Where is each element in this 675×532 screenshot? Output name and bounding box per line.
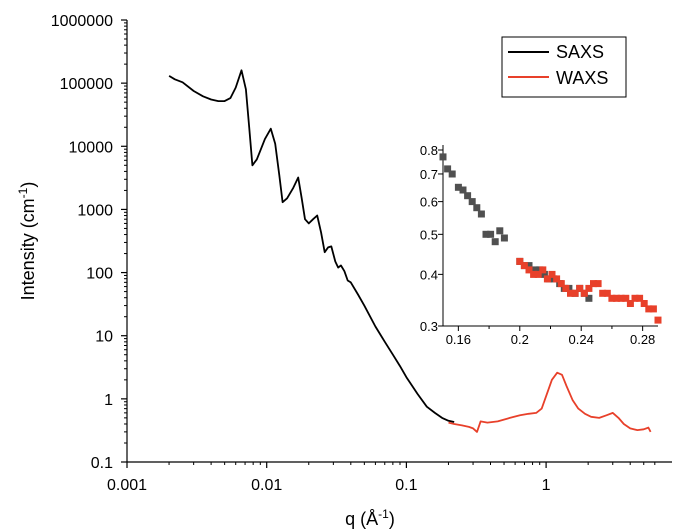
main-y-tick-label: 100 xyxy=(86,266,113,283)
main-y-tick-label: 0.1 xyxy=(91,455,113,472)
inset-marker-red xyxy=(649,305,657,313)
inset-marker-red xyxy=(603,289,611,297)
main-x-tick-label: 0.01 xyxy=(251,477,282,494)
inset-x-ticks: 0.16 0.2 0.24 0.28 xyxy=(446,326,655,347)
main-x-ticks: 0.001 0.01 0.1 1 xyxy=(107,462,656,494)
inset-marker-red xyxy=(576,284,584,292)
series-line-waxs xyxy=(448,371,652,433)
inset-marker-gray xyxy=(444,165,452,173)
inset-marker-gray xyxy=(482,230,490,238)
inset-marker-red xyxy=(580,289,588,297)
inset-marker-red xyxy=(562,284,570,292)
inset-y-tick-label: 0.6 xyxy=(420,195,438,210)
inset-marker-gray xyxy=(464,192,472,200)
inset-marker-red xyxy=(594,280,602,288)
inset-marker-red xyxy=(525,266,533,274)
inset-marker-red xyxy=(626,300,634,307)
inset-marker-gray xyxy=(454,183,462,191)
inset-marker-red xyxy=(613,294,620,302)
inset-marker-red xyxy=(645,305,653,313)
legend-label-saxs: SAXS xyxy=(556,42,604,62)
inset-marker-gray xyxy=(448,170,456,178)
inset-marker-gray xyxy=(459,186,467,194)
inset-marker-red xyxy=(567,289,574,297)
inset-marker-red xyxy=(543,275,551,283)
inset-x-tick-label: 0.28 xyxy=(630,332,655,347)
inset-marker-red xyxy=(608,294,616,302)
legend-label-waxs: WAXS xyxy=(556,68,608,88)
inset-marker-red xyxy=(631,294,639,302)
inset-marker-gray xyxy=(468,198,476,206)
inset-x-tick-label: 0.2 xyxy=(511,332,529,347)
inset-marker-red xyxy=(548,270,556,278)
main-axes xyxy=(126,20,672,463)
main-y-tick-label: 1000000 xyxy=(51,13,113,30)
main-x-tick-label: 0.001 xyxy=(107,477,147,494)
inset-y-tick-label: 0.7 xyxy=(420,167,438,182)
main-y-tick-label: 1000 xyxy=(77,202,113,219)
x-axis-label-superscript: -1 xyxy=(378,507,389,521)
inset-marker-gray xyxy=(473,204,481,212)
inset-marker-red xyxy=(590,280,597,288)
inset-marker-gray xyxy=(540,270,548,278)
legend-box xyxy=(501,36,627,98)
inset-marker-red xyxy=(516,257,524,265)
inset-marker-red xyxy=(571,289,579,297)
main-y-tick-label: 10 xyxy=(95,329,113,346)
inset-series xyxy=(439,153,662,324)
inset-marker-red xyxy=(636,294,644,302)
main-y-ticks: 0.1 1 10 100 1000 10000 100000 1000000 xyxy=(51,13,127,472)
inset-y-tick-label: 0.4 xyxy=(420,267,438,282)
main-y-tick-label: 1 xyxy=(104,392,113,409)
series-line-saxs xyxy=(168,69,455,423)
main-series xyxy=(168,69,652,433)
inset-marker-gray xyxy=(439,153,447,161)
inset-y-tick-label: 0.3 xyxy=(420,319,438,334)
inset-marker-gray xyxy=(585,294,593,302)
main-y-tick-label: 100000 xyxy=(60,76,113,93)
main-y-tick-label: 10000 xyxy=(69,139,114,156)
x-axis-label-text: q (Å xyxy=(345,509,378,529)
inset-marker-red xyxy=(585,284,593,292)
main-x-tick-label: 1 xyxy=(542,477,551,494)
inset-marker-gray xyxy=(500,234,508,242)
y-axis-label-close: ) xyxy=(18,182,38,188)
inset-marker-gray xyxy=(525,262,533,270)
inset-y-ticks: 0.3 0.4 0.5 0.6 0.7 0.8 xyxy=(420,143,443,334)
main-plot: 0.001 0.01 0.1 1 0.1 1 10 100 1000 10000 100000 10… xyxy=(16,13,672,529)
inset-marker-gray xyxy=(491,238,499,246)
inset-marker-red xyxy=(534,270,542,278)
inset-marker-red xyxy=(553,275,561,283)
inset-y-tick-label: 0.8 xyxy=(420,143,438,158)
inset-marker-red xyxy=(640,300,648,307)
inset-marker-red xyxy=(617,294,625,302)
inset-marker-red xyxy=(557,280,565,288)
inset-marker-gray xyxy=(477,210,485,218)
inset-marker-red xyxy=(520,262,528,270)
y-axis-label-text: Intensity (cm xyxy=(18,198,38,300)
inset-marker-red xyxy=(599,289,607,297)
x-axis-label: q (Å-1) xyxy=(345,507,395,529)
inset-marker-gray xyxy=(487,230,495,238)
inset-marker-gray xyxy=(531,266,539,274)
inset-y-tick-label: 0.5 xyxy=(420,227,438,242)
y-axis-label-superscript: -1 xyxy=(16,187,30,198)
main-x-tick-label: 0.1 xyxy=(395,477,417,494)
x-axis-label-close: ) xyxy=(389,509,395,529)
inset-x-tick-label: 0.16 xyxy=(446,332,471,347)
inset-marker-red xyxy=(622,294,630,302)
inset-plot: 0.16 0.2 0.24 0.28 0.3 0.4 0.5 0.6 0.7 0.8 xyxy=(420,143,662,347)
inset-marker-red xyxy=(654,316,662,324)
inset-marker-red xyxy=(530,270,538,278)
legend: SAXS WAXS xyxy=(501,36,627,98)
inset-x-tick-label: 0.24 xyxy=(569,332,594,347)
y-axis-label: Intensity (cm-1) xyxy=(16,182,38,301)
inset-marker-gray xyxy=(496,227,504,235)
inset-marker-red xyxy=(539,266,547,274)
